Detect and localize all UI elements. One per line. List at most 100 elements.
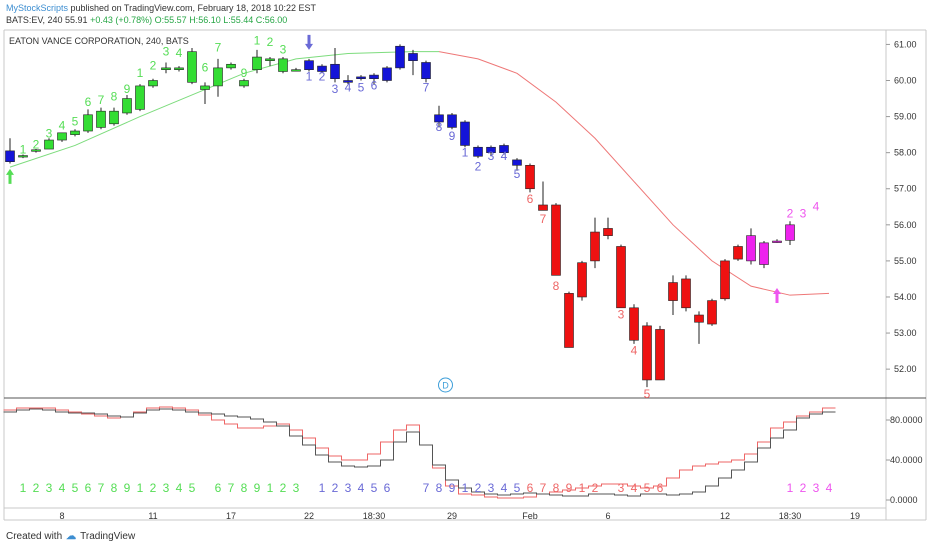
candle-body bbox=[473, 146, 483, 157]
count-label: 2 bbox=[33, 137, 40, 151]
chart-label: EATON VANCE CORPORATION, 240, BATS bbox=[9, 36, 189, 46]
chart-svg[interactable]: EATON VANCE CORPORATION, 240, BATS 61.00… bbox=[0, 0, 932, 525]
count-label: 5 bbox=[72, 115, 79, 129]
bottom-count-label: 1 bbox=[137, 481, 144, 495]
count-label: 9 bbox=[449, 129, 456, 143]
count-label: 7 bbox=[540, 212, 547, 226]
arrow-up-icon bbox=[773, 287, 781, 303]
count-label: 6 bbox=[371, 79, 378, 93]
count-label: 6 bbox=[85, 95, 92, 109]
y-tick-label: 61.00 bbox=[894, 39, 917, 49]
y-tick-label: 56.00 bbox=[894, 220, 917, 230]
x-tick-label: 18:30 bbox=[779, 511, 802, 521]
dividend-marker-icon bbox=[438, 377, 453, 393]
count-label: 3 bbox=[332, 82, 339, 96]
bottom-count-label: 2 bbox=[280, 481, 287, 495]
bottom-count-label: 9 bbox=[124, 481, 131, 495]
y-tick-label: 52.00 bbox=[894, 364, 917, 374]
candle-body bbox=[759, 242, 769, 265]
candle-body bbox=[343, 80, 353, 83]
x-tick-label: 22 bbox=[304, 511, 314, 521]
count-label: 2 bbox=[787, 207, 794, 221]
bottom-count-label: 6 bbox=[527, 481, 534, 495]
tradingview-brand[interactable]: TradingView bbox=[80, 531, 136, 542]
candle-body bbox=[70, 130, 80, 135]
count-label: 5 bbox=[514, 167, 521, 181]
symbol-line: BATS:EV, 240 55.91 +0.43 (+0.78%) O:55.5… bbox=[6, 15, 287, 26]
candle-body bbox=[707, 300, 717, 325]
ma-red-line bbox=[438, 51, 830, 296]
count-label: 4 bbox=[631, 344, 638, 358]
bottom-count-label: 3 bbox=[163, 481, 170, 495]
candle-body bbox=[200, 85, 210, 90]
open-value: O:55.57 bbox=[154, 15, 187, 25]
bottom-count-label: 1 bbox=[319, 481, 326, 495]
candle-body bbox=[772, 240, 782, 243]
count-label: 7 bbox=[98, 93, 105, 107]
candle-body bbox=[122, 98, 132, 114]
bottom-count-label: 4 bbox=[59, 481, 66, 495]
count-label: 6 bbox=[527, 192, 534, 206]
candle-body bbox=[44, 139, 54, 150]
count-label: 7 bbox=[423, 80, 430, 94]
bottom-count-label: 8 bbox=[111, 481, 118, 495]
y-tick-label: 58.00 bbox=[894, 148, 917, 158]
count-label: 4 bbox=[345, 80, 352, 94]
bottom-count-label: 2 bbox=[592, 481, 599, 495]
candle-body bbox=[733, 246, 743, 260]
candle-body bbox=[616, 246, 626, 309]
bottom-count-label: 8 bbox=[553, 481, 560, 495]
candle-body bbox=[629, 307, 639, 341]
bottom-count-label: 2 bbox=[800, 481, 807, 495]
candle-body bbox=[512, 159, 522, 166]
count-label: 9 bbox=[124, 82, 131, 96]
candle-body bbox=[291, 69, 301, 72]
bottom-count-label: 3 bbox=[618, 481, 625, 495]
bottom-count-label: 6 bbox=[85, 481, 92, 495]
count-label: 1 bbox=[137, 66, 144, 80]
candle-body bbox=[356, 76, 366, 80]
x-tick-label: 18:30 bbox=[363, 511, 386, 521]
count-label: 5 bbox=[644, 387, 651, 401]
y-tick-label: 60.00 bbox=[894, 76, 917, 86]
close-value: C:56.00 bbox=[255, 15, 288, 25]
x-tick-label: 6 bbox=[605, 511, 610, 521]
candle-body bbox=[577, 262, 587, 298]
candle-body bbox=[642, 325, 652, 381]
candle-body bbox=[161, 67, 171, 70]
candle-body bbox=[590, 231, 600, 262]
count-label: 8 bbox=[436, 120, 443, 134]
count-label: 3 bbox=[488, 149, 495, 163]
count-label: 8 bbox=[111, 89, 118, 103]
bottom-count-label: 5 bbox=[514, 481, 521, 495]
tradingview-logo-icon[interactable]: ☁ bbox=[66, 531, 77, 542]
candle-body bbox=[57, 132, 67, 141]
candle-body bbox=[135, 85, 145, 110]
count-label: 4 bbox=[59, 119, 66, 133]
y-tick-label: 59.00 bbox=[894, 112, 917, 122]
osc-dark-line bbox=[3, 408, 836, 497]
candle-body bbox=[18, 155, 28, 158]
bottom-count-label: 4 bbox=[631, 481, 638, 495]
candle-body bbox=[564, 293, 574, 348]
candle-body bbox=[395, 45, 405, 69]
count-label: 1 bbox=[306, 70, 313, 84]
candle-body bbox=[408, 53, 418, 61]
bottom-count-label: 2 bbox=[150, 481, 157, 495]
x-tick-label: 8 bbox=[59, 511, 64, 521]
bottom-count-label: 6 bbox=[215, 481, 222, 495]
candle-body bbox=[447, 114, 457, 128]
count-label: 3 bbox=[163, 44, 170, 58]
count-label: 5 bbox=[358, 80, 365, 94]
candle-body bbox=[655, 329, 665, 381]
bottom-count-label: 6 bbox=[384, 481, 391, 495]
candle-body bbox=[174, 67, 184, 70]
publisher-link[interactable]: MyStockScripts bbox=[6, 3, 69, 13]
y-tick-label: 53.00 bbox=[894, 328, 917, 338]
candle-body bbox=[434, 114, 444, 123]
count-label: 2 bbox=[150, 59, 157, 73]
count-label: 4 bbox=[501, 149, 508, 163]
created-with-text: Created with bbox=[6, 531, 63, 542]
bottom-count-label: 9 bbox=[566, 481, 573, 495]
